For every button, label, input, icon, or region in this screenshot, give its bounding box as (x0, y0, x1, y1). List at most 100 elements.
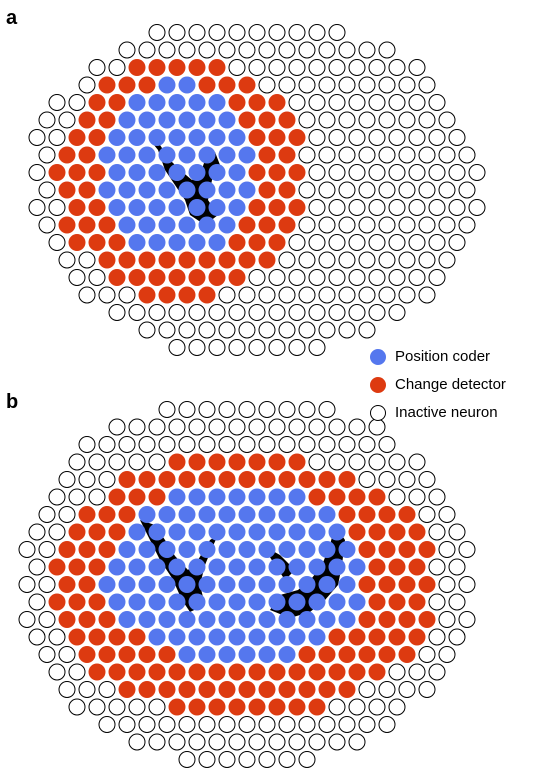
neuron (248, 59, 266, 76)
neuron (268, 24, 286, 41)
neuron (388, 593, 406, 611)
neuron (388, 234, 406, 251)
neuron (348, 199, 366, 216)
neuron (338, 111, 356, 129)
neuron (38, 576, 56, 593)
neuron (258, 611, 276, 628)
neuron (238, 41, 256, 59)
neuron (138, 286, 156, 304)
neuron (298, 506, 316, 523)
neuron (288, 663, 306, 681)
neuron (28, 593, 46, 611)
neuron (218, 181, 236, 199)
neuron (258, 401, 276, 418)
neuron (178, 576, 196, 593)
neuron (128, 628, 146, 646)
neuron (288, 558, 306, 576)
neuron (188, 234, 206, 251)
neuron (298, 321, 316, 339)
neuron (408, 628, 426, 646)
neuron (368, 94, 386, 111)
neuron (218, 576, 236, 593)
neuron (298, 611, 316, 628)
neuron (258, 646, 276, 663)
neuron (328, 94, 346, 111)
neuron (148, 269, 166, 286)
neuron (88, 453, 106, 471)
neuron (138, 321, 156, 339)
neuron (288, 59, 306, 76)
neuron (298, 716, 316, 733)
neuron (228, 733, 246, 751)
neuron (278, 321, 296, 339)
neuron (108, 628, 126, 646)
neuron (358, 716, 376, 733)
legend: Position coder Change detector Inactive … (370, 348, 506, 421)
neuron (128, 199, 146, 216)
neuron (178, 41, 196, 59)
neuron (208, 269, 226, 286)
neuron (308, 733, 326, 751)
neuron (378, 181, 396, 199)
neuron (298, 146, 316, 164)
neuron (228, 129, 246, 146)
neuron (188, 628, 206, 646)
neuron (278, 76, 296, 94)
neuron (118, 216, 136, 234)
neuron (258, 181, 276, 199)
neuron (348, 488, 366, 506)
neuron (238, 146, 256, 164)
neuron (218, 76, 236, 94)
neuron (238, 321, 256, 339)
neuron (348, 558, 366, 576)
neuron (268, 164, 286, 181)
neuron (88, 269, 106, 286)
neuron (338, 41, 356, 59)
neuron (258, 216, 276, 234)
neuron (298, 216, 316, 234)
neuron (338, 76, 356, 94)
neuron (48, 488, 66, 506)
neuron (158, 646, 176, 663)
neuron (28, 164, 46, 181)
neuron (398, 541, 416, 558)
neuron (108, 698, 126, 716)
neuron (328, 304, 346, 321)
neuron (418, 506, 436, 523)
neuron-grid (18, 24, 486, 768)
neuron (208, 558, 226, 576)
legend-label: Change detector (395, 376, 506, 393)
neuron (308, 24, 326, 41)
neuron (178, 111, 196, 129)
neuron (298, 751, 316, 768)
neuron (238, 436, 256, 453)
neuron (238, 506, 256, 523)
neuron (368, 129, 386, 146)
neuron (348, 733, 366, 751)
neuron (158, 541, 176, 558)
neuron (78, 471, 96, 488)
neuron (58, 646, 76, 663)
neuron (378, 251, 396, 269)
neuron (268, 339, 286, 356)
neuron (228, 628, 246, 646)
neuron (178, 471, 196, 488)
neuron (108, 129, 126, 146)
neuron (298, 251, 316, 269)
neuron (248, 523, 266, 541)
neuron (398, 76, 416, 94)
neuron (428, 269, 446, 286)
neuron (358, 251, 376, 269)
neuron (218, 251, 236, 269)
neuron (318, 681, 336, 698)
neuron (128, 129, 146, 146)
neuron (178, 216, 196, 234)
panel-label: b (6, 391, 18, 413)
neuron (428, 628, 446, 646)
neuron (108, 453, 126, 471)
neuron (358, 181, 376, 199)
neuron (108, 304, 126, 321)
neuron (198, 471, 216, 488)
neuron (118, 646, 136, 663)
neuron (88, 523, 106, 541)
